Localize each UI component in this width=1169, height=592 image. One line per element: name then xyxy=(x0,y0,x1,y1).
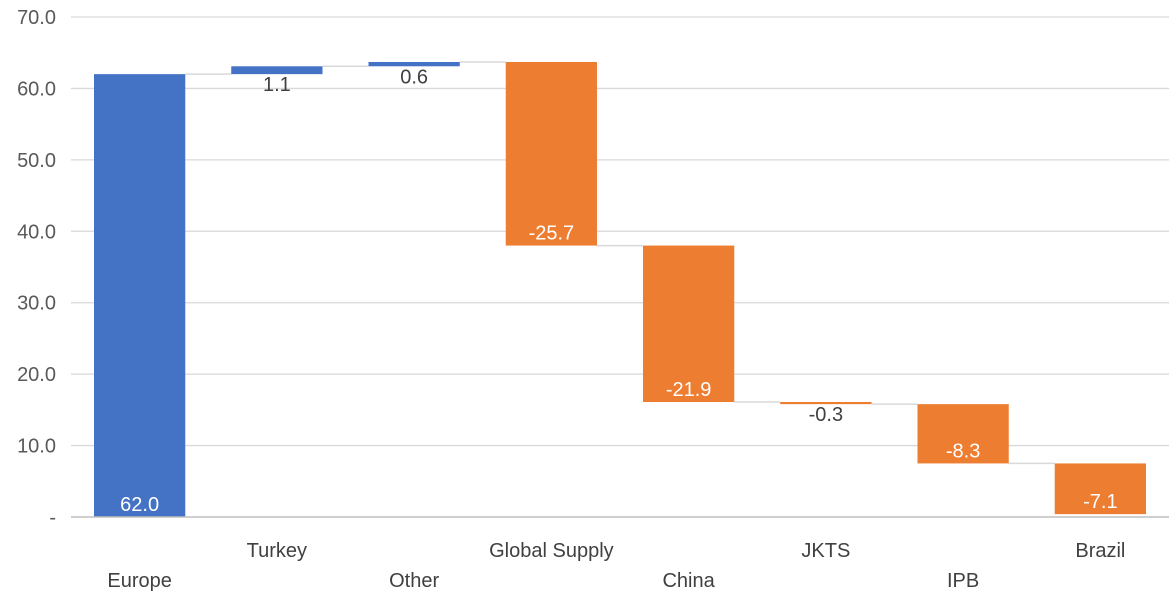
x-axis: Europe Turkey Other Global Supply China JKTS I… xyxy=(71,516,1169,592)
y-tick-label: 10.0 xyxy=(17,436,56,458)
data-label: 1.1 xyxy=(263,74,291,96)
bar-jkts xyxy=(780,402,872,405)
gridlines xyxy=(71,16,1169,447)
bar-other xyxy=(368,62,460,67)
data-label: -25.7 xyxy=(529,223,575,245)
x-tick-label: Turkey xyxy=(247,540,307,562)
x-tick-label: Europe xyxy=(107,570,172,592)
y-tick-label: 20.0 xyxy=(17,364,56,386)
bars xyxy=(93,62,1147,518)
bar-brazil xyxy=(1054,463,1147,515)
x-tick-label: JKTS xyxy=(801,540,850,562)
y-tick-label: 30.0 xyxy=(17,293,56,315)
x-tick-label: Global Supply xyxy=(489,540,614,562)
bar-china xyxy=(642,245,735,402)
bar-europe xyxy=(93,74,186,518)
x-tick-label: Brazil xyxy=(1075,540,1125,562)
y-tick-label: 50.0 xyxy=(17,150,56,172)
data-label: 62.0 xyxy=(120,494,159,516)
x-tick-label: IPB xyxy=(947,570,979,592)
data-labels: 62.0 1.1 0.6 -25.7 -21.9 -0.3 -8.3 -7.1 xyxy=(120,66,1117,516)
x-tick-label: Other xyxy=(389,570,439,592)
bar-turkey xyxy=(231,66,323,75)
y-tick-label: - xyxy=(49,507,56,529)
x-tick-label: China xyxy=(662,570,715,592)
data-label: 0.6 xyxy=(400,66,428,88)
connectors xyxy=(185,61,1055,465)
bar-ipb xyxy=(917,404,1009,464)
data-label: -0.3 xyxy=(809,404,843,426)
y-tick-label: 40.0 xyxy=(17,221,56,243)
data-label: -7.1 xyxy=(1083,491,1117,513)
y-tick-label: 70.0 xyxy=(17,7,56,29)
data-label: -21.9 xyxy=(666,379,712,401)
bar-global-supply xyxy=(505,62,598,246)
data-label: -8.3 xyxy=(946,440,980,462)
y-tick-label: 60.0 xyxy=(17,78,56,100)
y-axis: - 10.0 20.0 30.0 40.0 50.0 60.0 70.0 xyxy=(17,7,56,529)
